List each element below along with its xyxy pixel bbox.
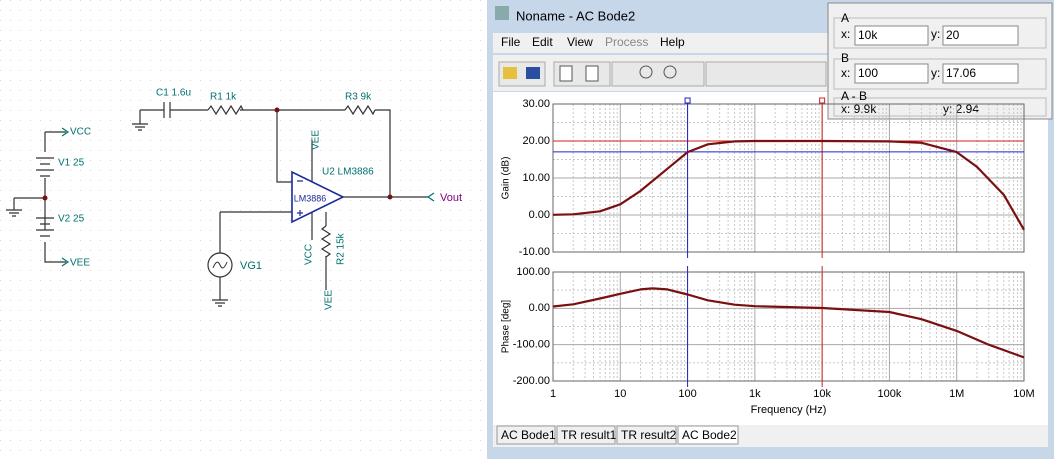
schematic-grid: [0, 0, 486, 459]
y-tick-label: -10.00: [519, 246, 550, 258]
plot-frame: [552, 103, 1025, 253]
diff-x: x: 9.9k: [841, 102, 877, 116]
tab-label: AC Bode1: [501, 428, 556, 442]
cursor-b-name: B: [841, 51, 849, 65]
schematic: VCC V1 25 V2 25 VEE C1 1.6u R1 1k R3 9k …: [6, 88, 462, 310]
component-label: V1 25: [58, 158, 85, 169]
net-label: VEE: [311, 130, 322, 150]
x-tick-label: 10M: [1013, 388, 1034, 400]
tab[interactable]: [677, 425, 739, 445]
tab-label: TR result1: [561, 428, 617, 442]
cursor-a-x: 10k: [858, 28, 878, 42]
input[interactable]: [942, 63, 1019, 84]
cursor-panel: A x: 10k y: 20 B x: 100 y: 17.06 A - B x…: [827, 2, 1053, 120]
y-tick-label: 0.00: [529, 302, 550, 314]
x-tick-label: 1: [550, 388, 556, 400]
y-tick-label: -200.00: [513, 375, 550, 387]
x-tick-label: 10: [614, 388, 626, 400]
tab[interactable]: [616, 425, 677, 445]
y-tick-label: 0.00: [529, 209, 550, 221]
toolbar-buttons[interactable]: [498, 61, 827, 87]
x-tick-label: 1M: [949, 388, 964, 400]
x-axis-label: Frequency (Hz): [751, 404, 827, 416]
menu-item[interactable]: Process: [605, 35, 648, 49]
net-label: VCC: [70, 127, 91, 138]
y-tick-label: 30.00: [522, 98, 550, 110]
curve: [552, 139, 1025, 231]
x-tick-label: 10k: [813, 388, 831, 400]
cursor-a-name: A: [841, 11, 849, 25]
app-icon: [495, 6, 509, 20]
cursor-handle[interactable]: [684, 97, 691, 104]
cursor-handle[interactable]: [819, 97, 826, 104]
net-label: Vout: [440, 192, 462, 204]
y-tick-label: 100.00: [516, 266, 550, 278]
component-label: R3 9k: [345, 92, 372, 103]
cursor-b-x: 100: [858, 66, 878, 80]
input[interactable]: [854, 25, 929, 46]
curve: [552, 287, 1025, 359]
net-label: VCC: [304, 244, 315, 265]
cursor-a-y: 20: [946, 28, 960, 42]
x-tick-label: 100k: [877, 388, 901, 400]
x-label: x:: [841, 27, 850, 41]
y-label: y:: [931, 66, 940, 80]
input[interactable]: [942, 25, 1019, 46]
menu-item[interactable]: Edit: [532, 35, 553, 49]
input[interactable]: [854, 63, 929, 84]
component-label: VG1: [240, 260, 262, 272]
component-label: R1 1k: [210, 92, 237, 103]
tab[interactable]: [556, 425, 616, 445]
component-label: V2 25: [58, 214, 85, 225]
window-title: Noname - AC Bode2: [516, 8, 635, 23]
diff-name: A - B: [841, 89, 867, 103]
y-label: y:: [931, 27, 940, 41]
y-tick-label: -100.00: [513, 339, 550, 351]
tab[interactable]: [496, 425, 556, 445]
y-axis-label: Phase [deg]: [501, 300, 512, 354]
x-tick-label: 1k: [749, 388, 761, 400]
net-label: VEE: [70, 258, 90, 269]
menu-item[interactable]: View: [567, 35, 593, 49]
plot-frame: [552, 271, 1025, 382]
y-axis-label: Gain (dB): [501, 157, 512, 200]
tab-label: TR result2: [621, 428, 677, 442]
component-label: U2 LM3886: [322, 167, 374, 178]
component-label: C1 1.6u: [156, 88, 191, 99]
opamp-label: LM3886: [294, 193, 327, 203]
component-label: R2 15k: [336, 232, 347, 265]
net-label: VEE: [324, 290, 335, 310]
tab-label: AC Bode2: [682, 428, 737, 442]
cursor-b-y: 17.06: [946, 66, 976, 80]
menu-item[interactable]: File: [501, 35, 521, 49]
menu-item[interactable]: Help: [660, 35, 685, 49]
x-tick-label: 100: [678, 388, 696, 400]
y-tick-label: 10.00: [522, 172, 550, 184]
x-label: x:: [841, 66, 850, 80]
diff-y: y: 2.94: [943, 102, 979, 116]
y-tick-label: 20.00: [522, 135, 550, 147]
